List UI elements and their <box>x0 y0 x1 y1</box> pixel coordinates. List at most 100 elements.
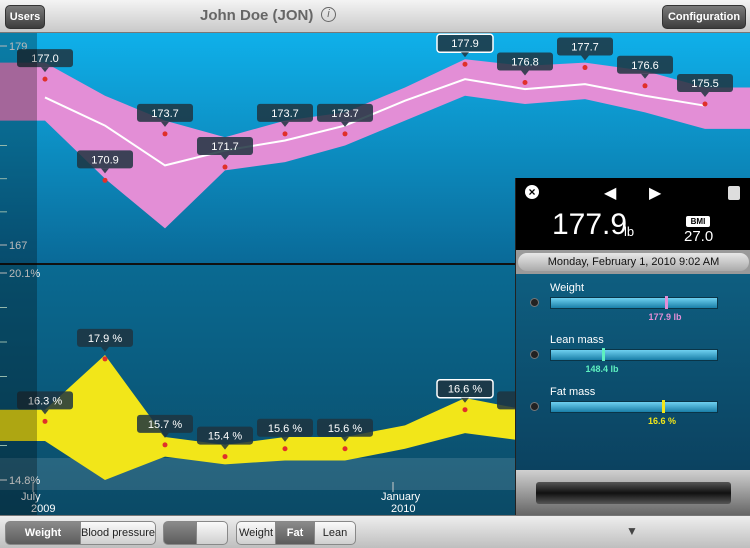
y-tick-label: 167 <box>9 240 27 252</box>
title: John Doe (JON) <box>200 7 314 24</box>
callout-pointer <box>641 73 649 79</box>
configuration-button[interactable]: Configuration <box>662 5 746 29</box>
previous-button[interactable]: ◀ <box>604 185 617 202</box>
callout-pointer <box>281 121 289 127</box>
value-label: 171.7 <box>211 141 239 153</box>
row-name: Lean mass <box>550 334 604 346</box>
date-bar <box>518 253 749 271</box>
row-value: 148.4 lb <box>585 364 619 374</box>
measurement-dot <box>582 65 588 71</box>
row-slider[interactable] <box>550 297 718 309</box>
callout-box <box>617 55 673 74</box>
detail-panel: × ◀ ▶ 177.9 lb BMI 27.0 Monday, February… <box>515 178 750 515</box>
series-toggle[interactable]: Lean <box>314 521 356 545</box>
scroll-wheel[interactable] <box>536 482 731 504</box>
list-view-button[interactable] <box>196 521 228 545</box>
measurement-dot <box>102 356 108 362</box>
row-marker <box>602 348 605 361</box>
weight-unit: lb <box>624 224 635 239</box>
callout-box <box>497 52 553 71</box>
callout-pointer <box>341 121 349 127</box>
callout-box <box>317 418 373 437</box>
value-label: 177.7 <box>571 42 599 54</box>
callout-box <box>17 49 73 68</box>
value-label: 175.5 <box>691 78 719 90</box>
curve-view-button[interactable] <box>163 521 197 545</box>
collapse-arrow[interactable]: ▼ <box>626 524 638 538</box>
row-knob <box>530 298 539 307</box>
row-value: 177.9 lb <box>648 312 682 322</box>
y-tick-label: 20.1% <box>9 268 40 280</box>
callout-box <box>137 103 193 122</box>
callout-box <box>677 74 733 93</box>
measurement-dot <box>42 418 48 424</box>
series-toggle[interactable]: Weight <box>236 521 276 545</box>
value-label: 170.9 <box>91 154 119 166</box>
row-value: 16.6 % <box>647 416 677 426</box>
callout-pointer <box>281 436 289 442</box>
bmi-label: BMI <box>686 216 710 227</box>
measurement-dot <box>222 454 228 460</box>
callout-pointer <box>461 52 469 58</box>
divider <box>0 263 750 265</box>
delete-button[interactable] <box>728 186 740 200</box>
callout-pointer <box>701 92 709 98</box>
callout-box <box>197 137 253 156</box>
weight-value: 177.9 <box>552 208 628 241</box>
callout-box <box>77 328 133 347</box>
measurement-dot <box>702 101 708 107</box>
measurement-dot <box>642 83 648 89</box>
close-button[interactable]: × <box>525 185 539 199</box>
value-label: 176.8 <box>511 56 539 68</box>
bmi-value: 27.0 <box>684 228 714 245</box>
series-toggle[interactable]: Fat <box>275 521 315 545</box>
row-marker <box>665 296 668 309</box>
users-button[interactable]: Users <box>5 5 45 29</box>
row-slider[interactable] <box>550 349 718 361</box>
band-area <box>0 59 750 229</box>
tab[interactable]: Weight <box>5 521 81 545</box>
callout-box <box>197 426 253 445</box>
value-label: 15.4 % <box>208 431 242 443</box>
value-label: 16.3 % <box>28 395 62 407</box>
x-month-label: January <box>381 491 421 503</box>
row-marker <box>662 400 665 413</box>
tab[interactable]: Blood pressure <box>80 521 156 545</box>
value-label: 173.7 <box>151 108 179 120</box>
measurement-dot <box>462 61 468 67</box>
callout-box <box>137 414 193 433</box>
measurement-dot <box>282 446 288 452</box>
callout-pointer <box>101 168 109 174</box>
callout-box <box>257 103 313 122</box>
trend-line <box>44 78 706 167</box>
callout-box <box>557 37 613 56</box>
value-label: 173.7 <box>271 108 299 120</box>
value-label: 15.7 % <box>148 419 182 431</box>
value-label: 176.6 <box>631 60 659 72</box>
callout-pointer <box>341 436 349 442</box>
x-year-label: 2010 <box>391 503 415 515</box>
callout-pointer <box>461 397 469 403</box>
callout-box <box>257 418 313 437</box>
next-button[interactable]: ▶ <box>649 185 662 202</box>
value-label: 17.9 % <box>88 333 122 345</box>
row-slider[interactable] <box>550 401 718 413</box>
row-knob <box>530 350 539 359</box>
callout-pointer <box>521 70 529 76</box>
measurement-dot <box>522 79 528 85</box>
info-icon[interactable]: i <box>321 7 336 22</box>
x-year-label: 2009 <box>31 503 55 515</box>
callout-box <box>17 391 73 410</box>
callout-pointer <box>101 346 109 352</box>
row-name: Fat mass <box>550 386 596 398</box>
value-label: 15.6 % <box>328 423 362 435</box>
x-month-label: July <box>21 491 41 503</box>
measurement-dot <box>462 407 468 413</box>
value-label: 177.9 <box>451 38 479 50</box>
measurement-dot <box>102 177 108 183</box>
value-label: 177.0 <box>31 53 59 65</box>
measurement-dot <box>282 131 288 137</box>
value-label: 15.6 % <box>268 423 302 435</box>
